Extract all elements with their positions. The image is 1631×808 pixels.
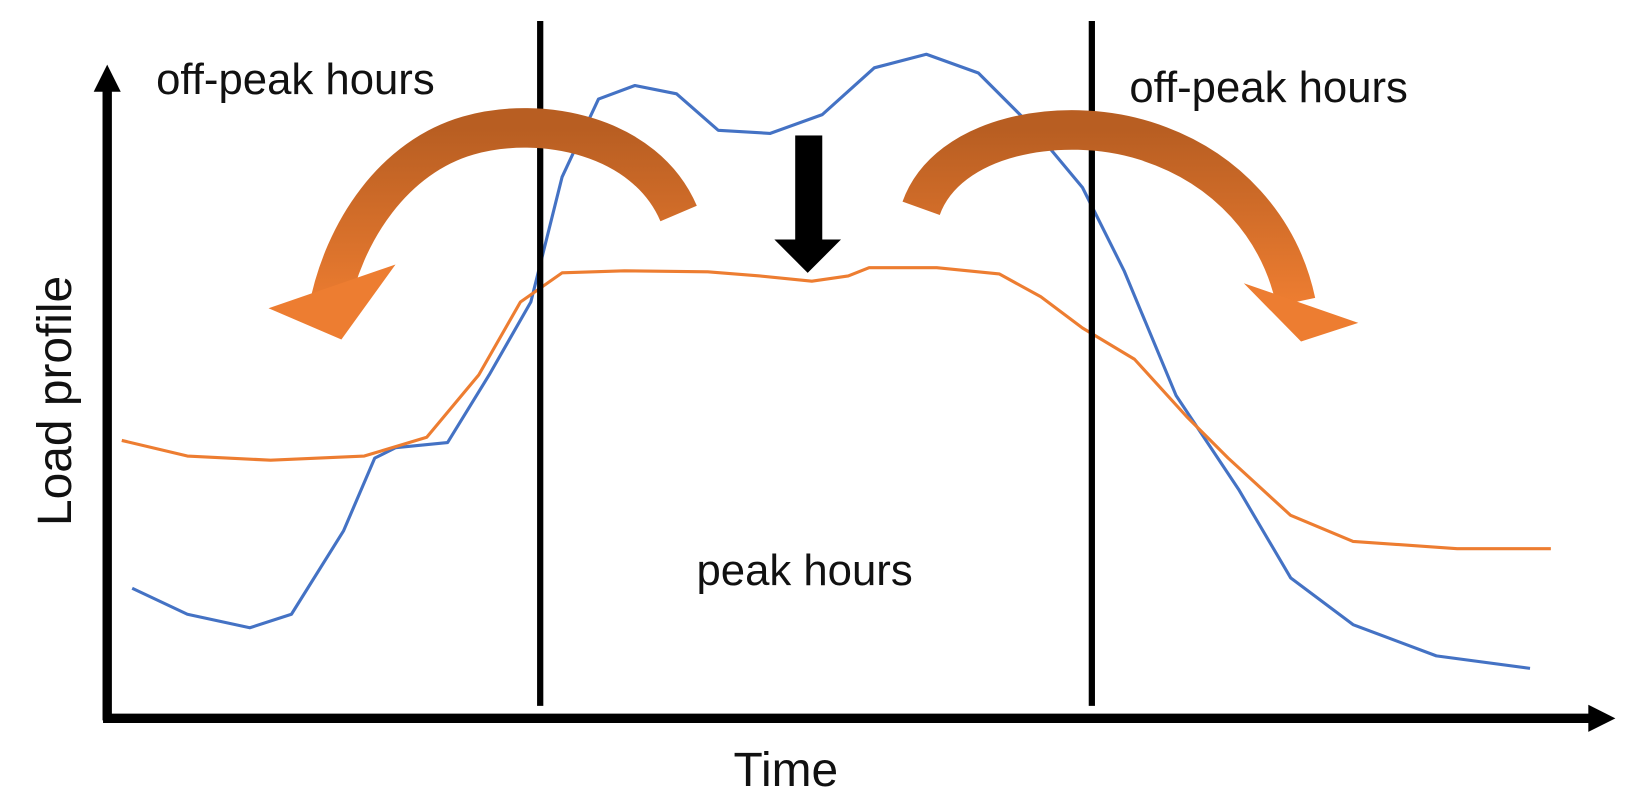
x-axis-label: Time <box>734 744 839 797</box>
reduce-arrow-head <box>774 239 842 273</box>
shift-arrow-right-head <box>1243 283 1359 342</box>
shift-arrow-left <box>308 108 697 317</box>
shift-arrow-left-head <box>268 264 396 340</box>
region-label: peak hours <box>696 546 912 595</box>
y-axis-label: Load profile <box>29 276 82 526</box>
shifted-load-curve <box>121 266 1551 551</box>
reduce-arrow-shaft <box>795 135 823 242</box>
shift-arrow-right <box>902 110 1316 307</box>
region-label: off-peak hours <box>156 55 435 104</box>
x-axis-arrow <box>1588 704 1616 732</box>
y-axis-arrow <box>93 64 121 92</box>
region-label: off-peak hours <box>1129 63 1408 112</box>
